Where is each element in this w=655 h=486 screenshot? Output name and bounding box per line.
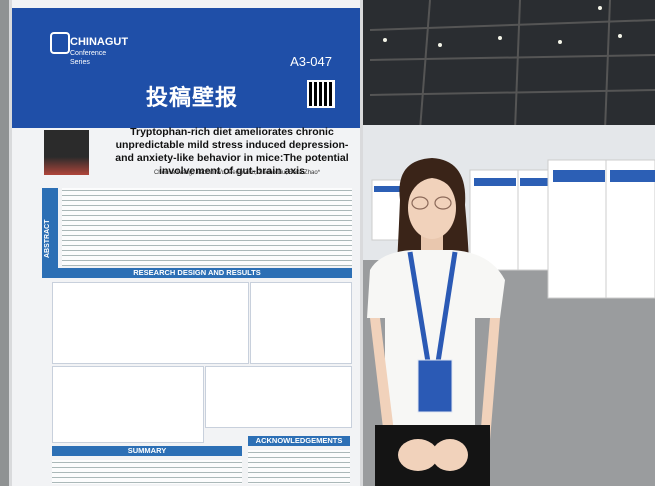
qr-code	[307, 80, 335, 108]
poster-heading: 投稿壁报	[146, 85, 239, 110]
figure	[205, 366, 352, 428]
section-bar: RESEARCH DESIGN AND RESULTS	[42, 268, 352, 278]
series-subtitle: Conference Series	[70, 50, 107, 66]
journal-logo	[44, 130, 89, 175]
board-id: A3-047	[290, 54, 332, 69]
section-bar: SUMMARY	[52, 446, 242, 456]
summary-body	[52, 460, 242, 484]
figure	[250, 282, 352, 364]
figure	[52, 366, 204, 443]
series-logo	[50, 32, 70, 54]
paper-title: Tryptophan-rich diet ameliorates chronic…	[115, 126, 349, 177]
figure	[52, 282, 249, 364]
abstract-label: ABSTRACT	[42, 188, 58, 268]
section-bar: ACKNOWLEDGEMENTS	[248, 436, 350, 446]
authors: Chenna Wang, Jiaobin Wu, Peilin Zhu, Xue…	[153, 170, 321, 176]
series-brand: CHINAGUT	[70, 36, 129, 48]
booth-boards	[371, 159, 655, 299]
ack-body	[248, 450, 350, 484]
person	[367, 158, 505, 486]
abstract-text: ABSTRACT	[44, 219, 51, 259]
poster-header: CHINAGUT Conference Series A3-047 投稿壁报	[12, 8, 360, 128]
poster: CHINAGUT Conference Series A3-047 投稿壁报 T…	[12, 0, 360, 486]
abstract-body	[62, 188, 352, 266]
